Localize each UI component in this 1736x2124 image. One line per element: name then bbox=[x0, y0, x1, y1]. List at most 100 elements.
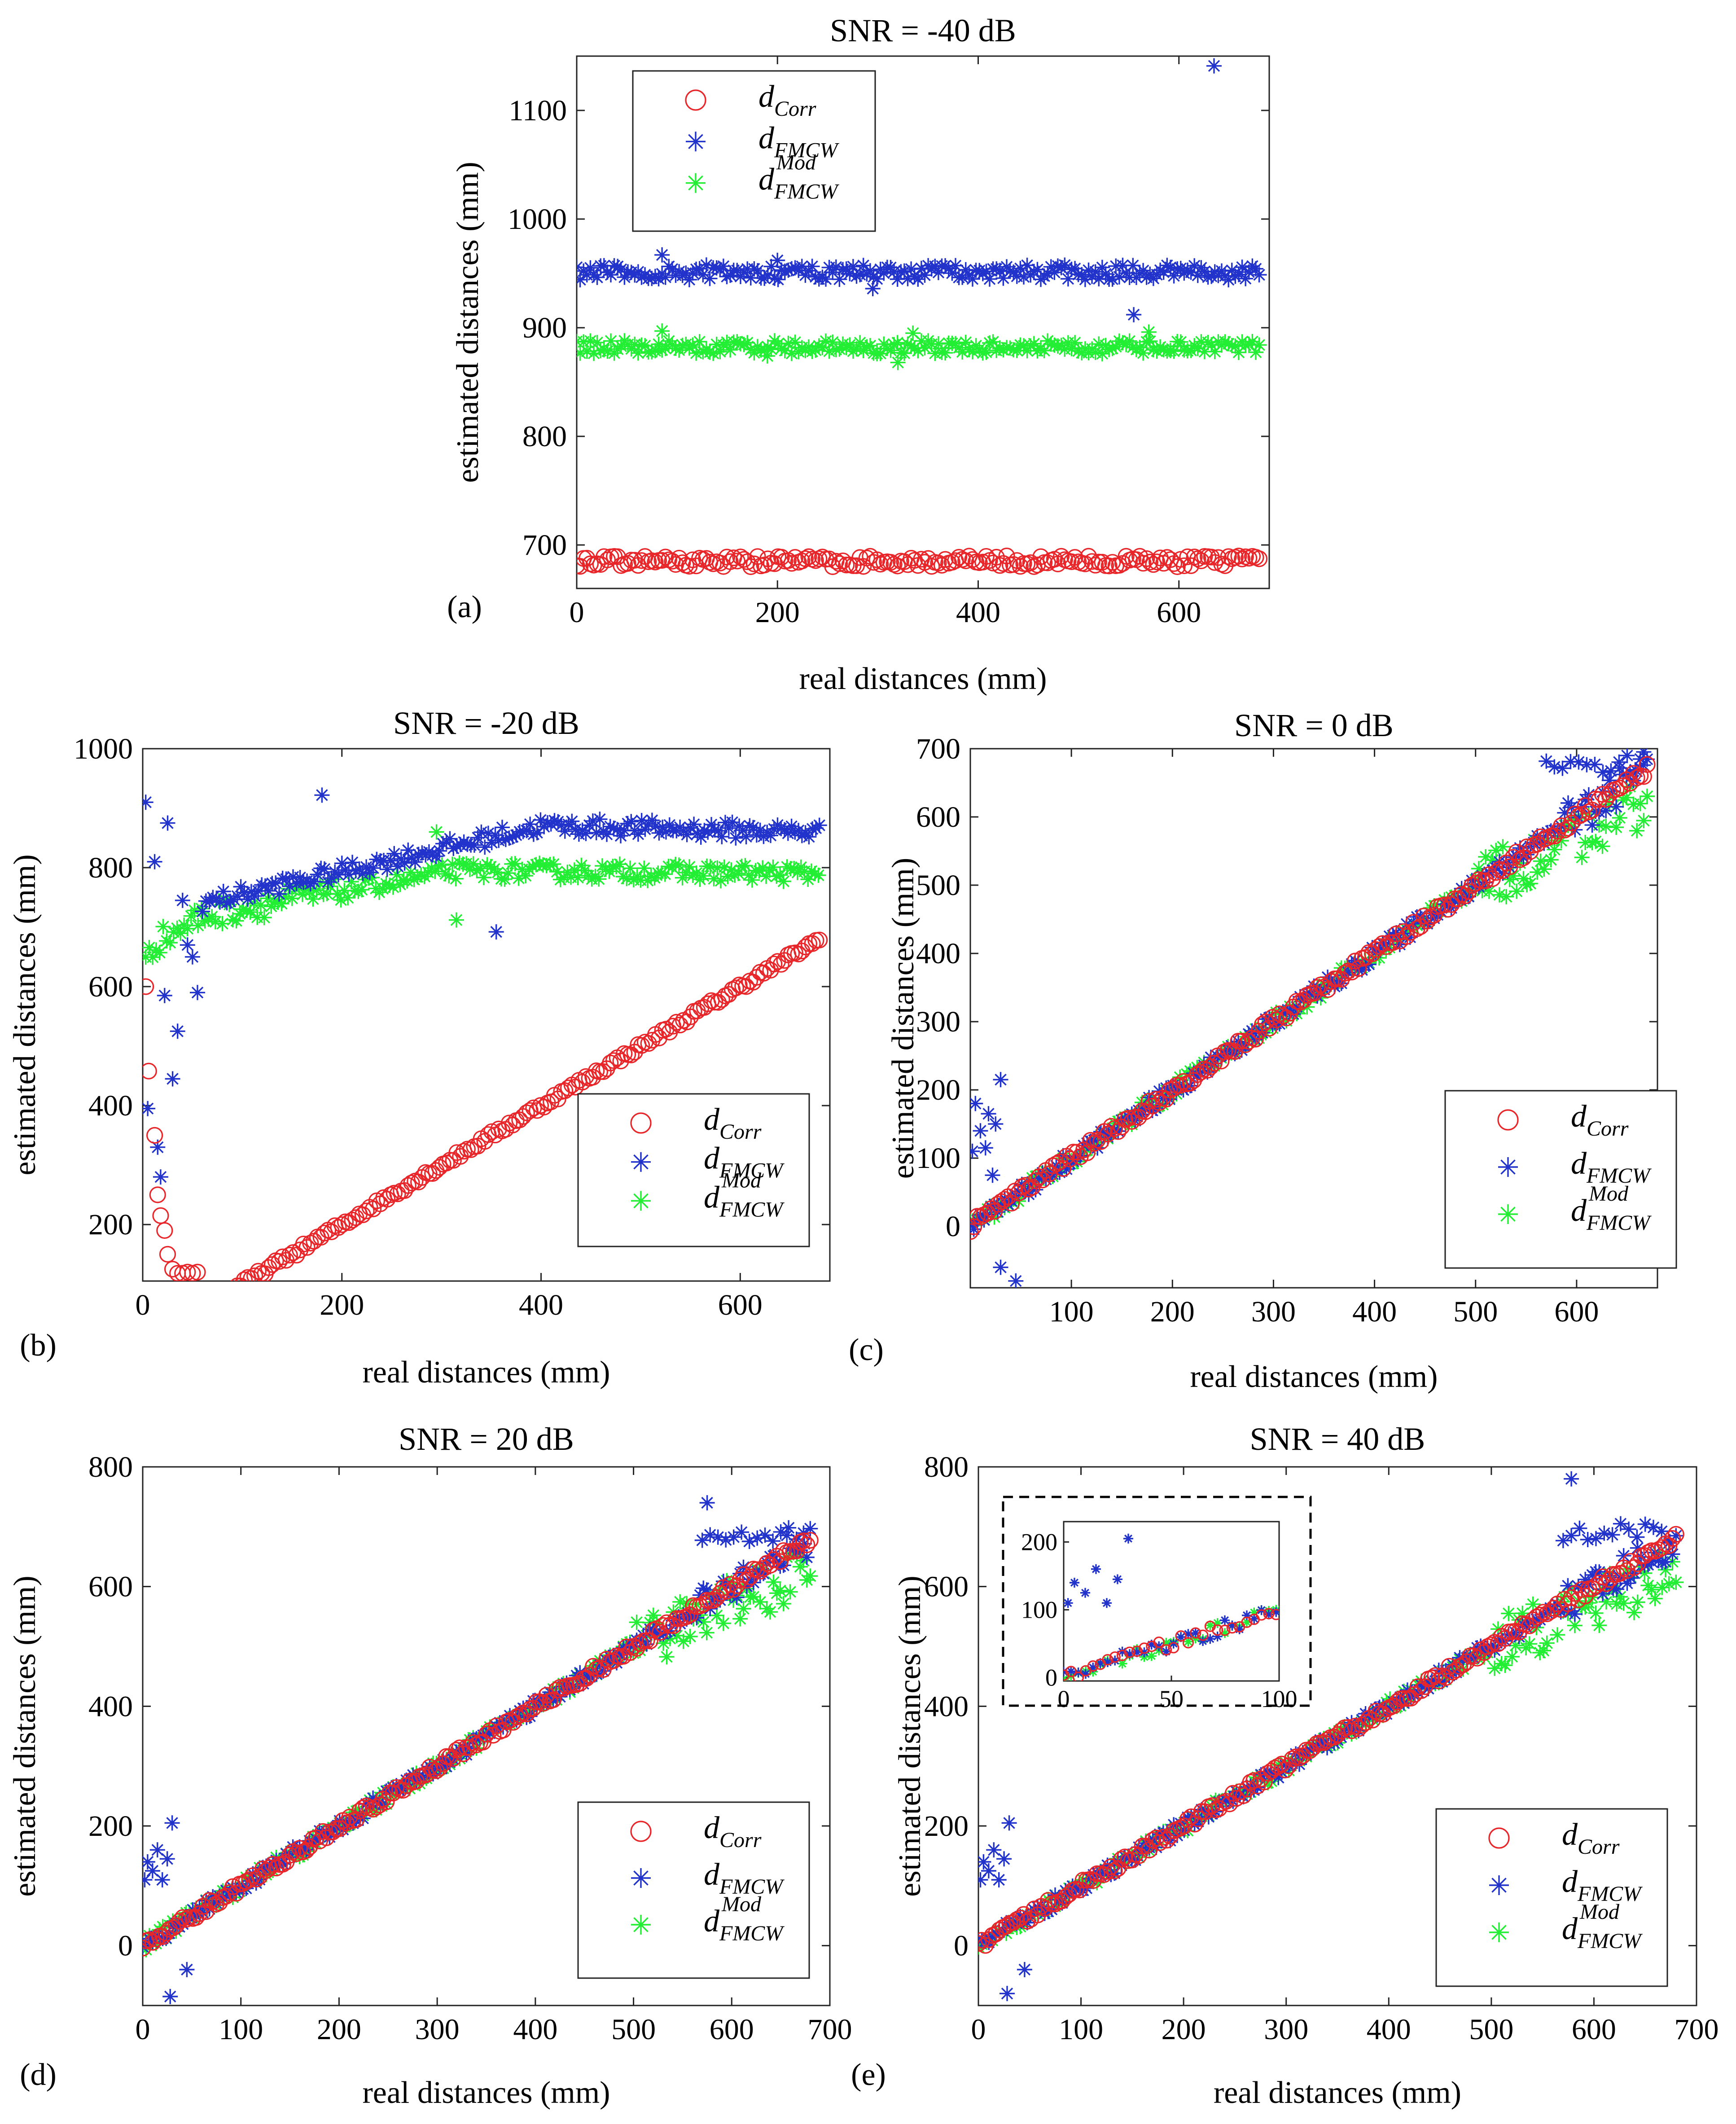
y-axis-label: estimated distances (mm) bbox=[8, 854, 42, 1175]
fmcw-point bbox=[603, 267, 618, 283]
mod-point bbox=[1661, 1576, 1677, 1592]
fmcw-point bbox=[184, 949, 200, 965]
corr-point bbox=[1206, 1055, 1223, 1072]
fmcw-point bbox=[1052, 1164, 1067, 1180]
fmcw-point bbox=[1043, 259, 1059, 275]
chart-title: SNR = -20 dB bbox=[393, 705, 579, 741]
fmcw-point bbox=[219, 895, 235, 911]
mod-point bbox=[821, 343, 837, 359]
fmcw-point bbox=[522, 816, 538, 832]
inset-corr-point bbox=[1219, 1624, 1231, 1636]
fmcw-point bbox=[698, 257, 714, 273]
fmcw-point bbox=[1096, 1124, 1112, 1140]
mod-point bbox=[720, 869, 736, 884]
corr-point bbox=[1639, 756, 1656, 773]
y-tick-label: 700 bbox=[916, 733, 960, 765]
fmcw-point bbox=[781, 1520, 797, 1536]
inset-fmcw-point bbox=[1271, 1607, 1279, 1617]
mod-point bbox=[1547, 842, 1562, 857]
mod-point bbox=[702, 859, 718, 874]
mod-point bbox=[518, 868, 534, 884]
corr-point bbox=[1099, 1863, 1116, 1880]
fmcw-point bbox=[585, 813, 601, 829]
mod-point bbox=[896, 346, 912, 361]
mod-point bbox=[845, 343, 861, 359]
legend-sup-mod: Mod bbox=[1588, 1182, 1629, 1206]
corr-point bbox=[1612, 1565, 1629, 1582]
fmcw-point bbox=[470, 830, 486, 846]
mod-point bbox=[337, 883, 352, 899]
mod-point bbox=[729, 334, 745, 350]
inset-mod-point bbox=[1205, 1620, 1215, 1630]
mod-point bbox=[755, 860, 771, 876]
mod-point bbox=[180, 921, 195, 936]
inset-mod-point bbox=[1212, 1618, 1223, 1628]
corr-point bbox=[281, 1246, 298, 1264]
mod-point bbox=[1173, 334, 1188, 350]
corr-point bbox=[271, 1253, 288, 1270]
mod-point bbox=[777, 343, 793, 359]
fmcw-point bbox=[903, 261, 919, 277]
y-tick-label: 600 bbox=[916, 801, 960, 834]
mod-point bbox=[1197, 344, 1212, 360]
corr-point bbox=[274, 1248, 291, 1265]
fmcw-point bbox=[1605, 1580, 1621, 1596]
fmcw-point bbox=[1412, 908, 1428, 924]
fmcw-point bbox=[577, 272, 588, 288]
mod-point bbox=[769, 869, 785, 884]
mod-point bbox=[1647, 1591, 1663, 1606]
x-tick-label: 300 bbox=[1251, 1295, 1296, 1328]
fmcw-point bbox=[351, 861, 367, 877]
fmcw-point bbox=[910, 271, 926, 287]
inset-corr-point bbox=[1190, 1627, 1201, 1639]
corr-point bbox=[198, 1301, 214, 1317]
series-fmcw bbox=[143, 787, 827, 1185]
mod-point bbox=[603, 333, 618, 349]
fmcw-point bbox=[1615, 767, 1631, 782]
mod-point bbox=[246, 895, 262, 911]
fmcw-point bbox=[1434, 1674, 1450, 1690]
corr-point bbox=[1027, 1172, 1044, 1189]
inset-x-tick-label: 0 bbox=[1058, 1685, 1070, 1712]
fmcw-point bbox=[1227, 268, 1243, 284]
mod-point bbox=[1087, 345, 1103, 360]
y-tick-label: 500 bbox=[916, 869, 960, 902]
fmcw-point bbox=[589, 269, 605, 285]
mod-point bbox=[985, 334, 1001, 350]
mod-point bbox=[204, 909, 220, 925]
mod-point bbox=[1491, 887, 1507, 903]
fmcw-point bbox=[763, 828, 778, 843]
corr-point bbox=[1148, 553, 1166, 570]
corr-point bbox=[705, 555, 722, 572]
fmcw-point bbox=[175, 892, 190, 908]
fmcw-point bbox=[247, 888, 263, 904]
fmcw-point bbox=[1646, 1519, 1661, 1535]
y-tick-label: 200 bbox=[88, 1208, 133, 1241]
x-axis-label: real distances (mm) bbox=[1214, 2076, 1461, 2110]
fmcw-point bbox=[572, 1665, 588, 1681]
legend-label-corr: dCorr bbox=[704, 1102, 762, 1144]
fmcw-point bbox=[1064, 262, 1079, 277]
fmcw-point bbox=[272, 886, 287, 902]
chart-title: SNR = -40 dB bbox=[830, 13, 1016, 48]
fmcw-point bbox=[289, 876, 304, 891]
inset-corr-point bbox=[1109, 1651, 1121, 1663]
fmcw-point bbox=[662, 817, 677, 833]
fmcw-point bbox=[602, 819, 618, 834]
mod-point bbox=[832, 341, 847, 357]
fmcw-point bbox=[1621, 1521, 1637, 1537]
inset-x-tick-label: 100 bbox=[1261, 1685, 1298, 1712]
inset-corr-point bbox=[1160, 1644, 1172, 1656]
fmcw-point bbox=[1074, 267, 1090, 282]
fmcw-point bbox=[1113, 1857, 1129, 1873]
fmcw-point bbox=[592, 812, 608, 827]
fmcw-point bbox=[804, 259, 820, 274]
mod-point bbox=[438, 866, 453, 882]
corr-point bbox=[865, 554, 882, 571]
mod-point bbox=[657, 866, 673, 882]
mod-point bbox=[429, 824, 444, 840]
fmcw-point bbox=[693, 829, 709, 845]
mod-point bbox=[469, 863, 485, 878]
corr-point bbox=[251, 1868, 268, 1885]
fmcw-point bbox=[664, 261, 680, 277]
